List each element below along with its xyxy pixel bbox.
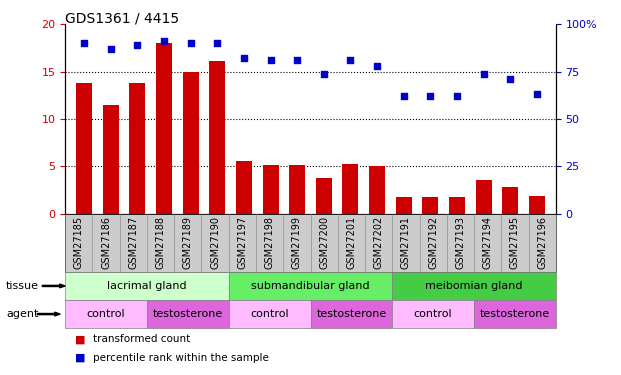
Point xyxy=(425,93,435,99)
Point xyxy=(186,40,196,46)
Text: GSM27198: GSM27198 xyxy=(265,216,274,269)
Text: GSM27188: GSM27188 xyxy=(156,216,166,269)
Text: GSM27195: GSM27195 xyxy=(510,216,520,269)
Text: meibomian gland: meibomian gland xyxy=(425,281,523,291)
Text: testosterone: testosterone xyxy=(153,309,223,319)
Point xyxy=(345,57,355,63)
Bar xyxy=(529,196,545,214)
Text: GSM27194: GSM27194 xyxy=(483,216,492,269)
Bar xyxy=(156,44,172,214)
Point xyxy=(159,38,169,44)
Point xyxy=(79,40,89,46)
Text: GSM27186: GSM27186 xyxy=(101,216,111,269)
Bar xyxy=(449,197,465,214)
Bar xyxy=(422,197,438,214)
Text: GSM27202: GSM27202 xyxy=(374,216,384,269)
Text: GSM27189: GSM27189 xyxy=(183,216,193,269)
Text: GSM27192: GSM27192 xyxy=(428,216,438,269)
Point xyxy=(106,46,116,52)
Text: GSM27200: GSM27200 xyxy=(319,216,329,269)
Bar xyxy=(396,197,412,214)
Point xyxy=(132,42,142,48)
Point xyxy=(266,57,276,63)
Point xyxy=(239,56,249,62)
Point xyxy=(479,70,489,76)
Bar xyxy=(129,83,145,214)
Text: GSM27201: GSM27201 xyxy=(347,216,356,269)
Text: GSM27197: GSM27197 xyxy=(237,216,247,269)
Text: control: control xyxy=(414,309,453,319)
Text: control: control xyxy=(87,309,125,319)
Text: GDS1361 / 4415: GDS1361 / 4415 xyxy=(65,11,179,25)
Point xyxy=(372,63,382,69)
Bar xyxy=(289,165,305,214)
Bar xyxy=(316,178,332,214)
Text: transformed count: transformed count xyxy=(93,334,191,344)
Text: GSM27193: GSM27193 xyxy=(455,216,465,269)
Bar xyxy=(209,61,225,214)
Bar xyxy=(369,166,385,214)
Text: GSM27196: GSM27196 xyxy=(537,216,547,269)
Bar xyxy=(263,165,278,214)
Text: tissue: tissue xyxy=(6,281,39,291)
Text: GSM27190: GSM27190 xyxy=(210,216,220,269)
Text: agent: agent xyxy=(6,309,39,319)
Text: testosterone: testosterone xyxy=(316,309,386,319)
Text: GSM27199: GSM27199 xyxy=(292,216,302,269)
Bar xyxy=(476,180,492,214)
Point xyxy=(212,40,222,46)
Text: ■: ■ xyxy=(75,334,85,344)
Text: submandibular gland: submandibular gland xyxy=(251,281,370,291)
Text: testosterone: testosterone xyxy=(480,309,550,319)
Text: control: control xyxy=(250,309,289,319)
Text: lacrimal gland: lacrimal gland xyxy=(107,281,187,291)
Text: percentile rank within the sample: percentile rank within the sample xyxy=(93,353,269,363)
Point xyxy=(505,76,515,82)
Text: GSM27191: GSM27191 xyxy=(401,216,411,269)
Text: GSM27185: GSM27185 xyxy=(74,216,84,269)
Bar xyxy=(236,161,252,214)
Bar xyxy=(102,105,119,214)
Point xyxy=(452,93,462,99)
Text: GSM27187: GSM27187 xyxy=(129,216,138,269)
Bar xyxy=(343,164,358,214)
Point xyxy=(292,57,302,63)
Bar xyxy=(183,72,199,214)
Bar xyxy=(502,187,519,214)
Point xyxy=(532,92,542,98)
Text: ■: ■ xyxy=(75,353,85,363)
Bar xyxy=(76,83,92,214)
Point xyxy=(399,93,409,99)
Point xyxy=(319,70,329,76)
